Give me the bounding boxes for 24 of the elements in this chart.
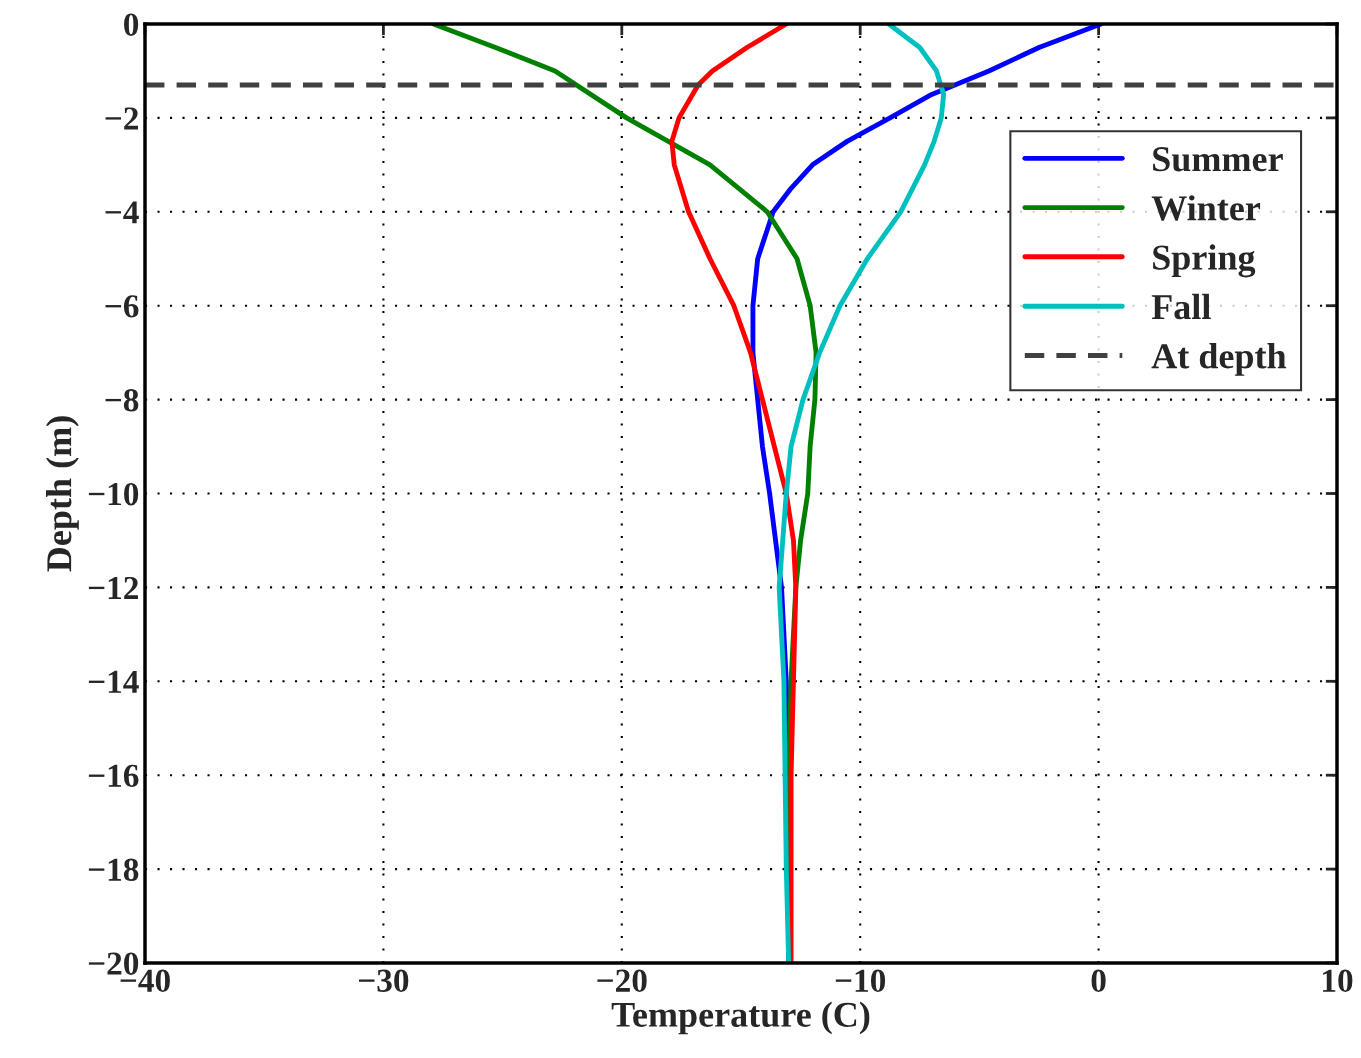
x-tick-label: −10	[835, 969, 886, 993]
y-tick-label: 0	[124, 13, 139, 36]
x-tick-label: 0	[1091, 969, 1106, 993]
x-tick-label: −20	[597, 969, 647, 993]
line-series	[776, 24, 947, 963]
legend-label: Summer	[1153, 147, 1283, 172]
legend-label: Winter	[1151, 195, 1261, 221]
y-tick-label: −8	[105, 389, 139, 412]
y-tick-label: −10	[88, 482, 139, 506]
y-tick-label: −2	[105, 107, 139, 130]
legend-label: Spring	[1153, 244, 1256, 278]
x-axis-title: Temperature (C)	[611, 1001, 870, 1035]
y-tick-label: −12	[88, 576, 139, 599]
y-tick-label: −4	[105, 201, 139, 224]
y-tick-label: −14	[88, 670, 139, 693]
line-series	[669, 24, 799, 963]
y-tick-label: −16	[88, 764, 139, 788]
y-axis-title: Depth (m)	[46, 416, 79, 572]
y-tick-label: −18	[88, 858, 139, 881]
legend-label: Fall	[1151, 293, 1211, 320]
legend-label: At depth	[1151, 343, 1287, 376]
x-tick-label: −30	[359, 969, 409, 993]
x-tick-label: 10	[1323, 969, 1353, 993]
y-tick-label: −6	[105, 295, 139, 318]
